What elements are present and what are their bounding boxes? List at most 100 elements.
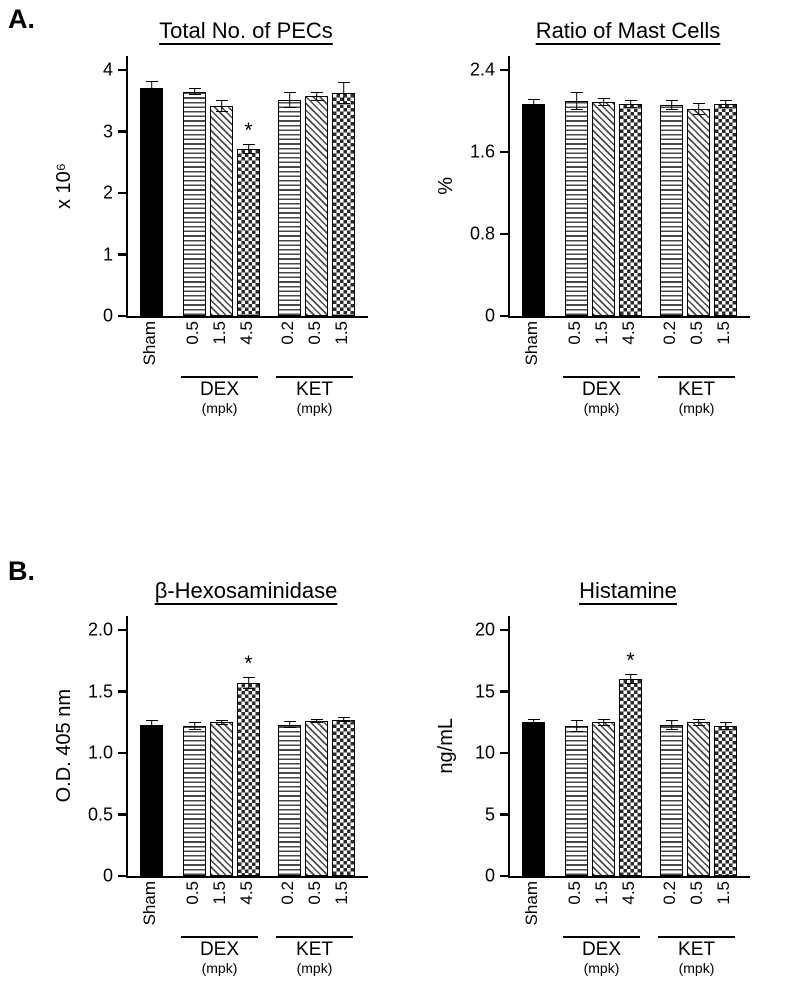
bar — [565, 100, 588, 316]
error-bar — [624, 99, 637, 108]
bar — [619, 103, 642, 316]
error-bar — [310, 92, 323, 101]
bar — [592, 722, 615, 876]
chart-title-text: β-Hexosaminidase — [154, 578, 338, 603]
x-tick-label: 1.5 — [208, 881, 231, 905]
group-label: KET — [296, 379, 333, 400]
x-tick-label-text: 0.5 — [686, 321, 706, 345]
bar — [714, 725, 737, 876]
error-bar — [527, 98, 540, 109]
y-tick-label: 0.5 — [87, 804, 113, 824]
x-tick-label-text: 0.2 — [277, 321, 297, 345]
error-bar — [283, 721, 296, 729]
error-bar — [215, 99, 228, 112]
y-axis: 0 0.5 1.0 1.5 2.0 — [80, 616, 126, 886]
bar — [522, 103, 545, 316]
x-tick-label: 0.5 — [563, 881, 586, 905]
group-label: DEX — [581, 939, 622, 960]
bar — [714, 103, 737, 316]
x-axis-labels: Sham 0.5 1.5 4.5 0.2 0.5 1.5 — [126, 878, 366, 934]
y-tick — [118, 191, 126, 195]
group-unit: (mpk) — [583, 959, 620, 976]
chart-body: % 0 0.8 1.6 2.4 — [430, 56, 760, 326]
chart-title: Histamine — [508, 578, 748, 604]
y-tick — [118, 874, 126, 878]
y-tick — [500, 150, 508, 154]
error-bar — [597, 718, 610, 726]
y-tick-label: 0 — [102, 305, 113, 326]
x-tick-label-text: 4.5 — [236, 321, 256, 345]
x-tick-label-text: 4.5 — [236, 881, 256, 905]
plot-area: * — [508, 616, 750, 878]
x-tick-label-text: 0.5 — [564, 881, 584, 905]
treatment-group: KET (mpk) — [276, 376, 353, 415]
treatment-group: DEX (mpk) — [563, 936, 640, 975]
y-tick — [500, 690, 508, 693]
y-tick-label: 10 — [474, 742, 495, 763]
bar — [592, 101, 615, 316]
panel-a-label: A. — [8, 4, 35, 34]
x-tick-label: 4.5 — [617, 321, 640, 345]
y-tick-label: 20 — [474, 619, 495, 640]
error-bar — [527, 718, 540, 726]
bar — [183, 91, 206, 316]
y-tick — [500, 813, 508, 816]
x-tick-label-text: 1.5 — [591, 881, 611, 905]
group-labels: DEX (mpk) KET (mpk) — [126, 934, 366, 982]
chart-title-text: Histamine — [579, 578, 677, 603]
significance-star: * — [244, 651, 253, 675]
y-tick-label: 1.6 — [469, 141, 495, 162]
x-tick-label-text: Sham — [521, 881, 541, 926]
x-tick-label-text: 0.5 — [564, 321, 584, 345]
y-tick-label: 1 — [102, 244, 113, 264]
chart-title: Total No. of PECs — [126, 18, 366, 44]
bar — [332, 719, 355, 876]
y-tick-label: 0 — [484, 305, 495, 326]
y-axis-label: O.D. 405 nm — [48, 616, 80, 876]
error-bar — [283, 91, 296, 108]
treatment-group: KET (mpk) — [276, 936, 353, 975]
plot-area: * — [126, 616, 368, 878]
group-label: DEX — [199, 379, 240, 400]
x-tick-label-text: 1.5 — [209, 321, 229, 345]
y-axis: 0 0.8 1.6 2.4 — [462, 56, 508, 326]
bar — [183, 725, 206, 876]
error-bar — [188, 722, 201, 730]
y-tick — [500, 232, 508, 236]
bar — [278, 99, 301, 316]
y-tick — [118, 253, 126, 256]
x-tick-label: 0.5 — [685, 321, 708, 345]
chart-title: β-Hexosaminidase — [126, 578, 366, 604]
y-tick — [500, 751, 508, 755]
error-bar — [310, 718, 323, 724]
y-axis-label: x 10⁶ — [48, 56, 80, 316]
x-tick-label: 0.2 — [276, 321, 299, 345]
y-tick — [118, 314, 126, 318]
error-bar — [337, 717, 350, 723]
x-tick-label: 0.5 — [303, 881, 326, 905]
x-tick-label-text: 0.2 — [659, 321, 679, 345]
group-labels: DEX (mpk) KET (mpk) — [126, 374, 366, 422]
group-unit: (mpk) — [296, 959, 333, 976]
treatment-group: DEX (mpk) — [563, 376, 640, 415]
significance-star: * — [244, 118, 253, 142]
x-tick-label-text: Sham — [139, 881, 159, 926]
x-tick-label-text: Sham — [521, 321, 541, 366]
x-tick-label-text: 1.5 — [713, 321, 733, 345]
treatment-group: DEX (mpk) — [181, 376, 258, 415]
bar — [522, 722, 545, 876]
error-bar — [692, 718, 705, 726]
error-bar — [597, 97, 610, 106]
bar — [305, 96, 328, 316]
y-tick-label: 4 — [102, 59, 113, 80]
bar — [305, 721, 328, 876]
bar — [210, 105, 233, 316]
x-tick-label-text: 0.5 — [304, 321, 324, 345]
x-tick-label-text: 0.5 — [304, 881, 324, 905]
bar — [140, 724, 163, 876]
y-axis-label-text: O.D. 405 nm — [52, 689, 75, 803]
y-tick — [500, 628, 508, 632]
chart-histamine: Histamine ng/mL 0 5 10 15 20 * Sham 0.5 1.5 4.5 0.2 0… — [430, 578, 760, 982]
x-tick-label: 0.2 — [658, 881, 681, 905]
